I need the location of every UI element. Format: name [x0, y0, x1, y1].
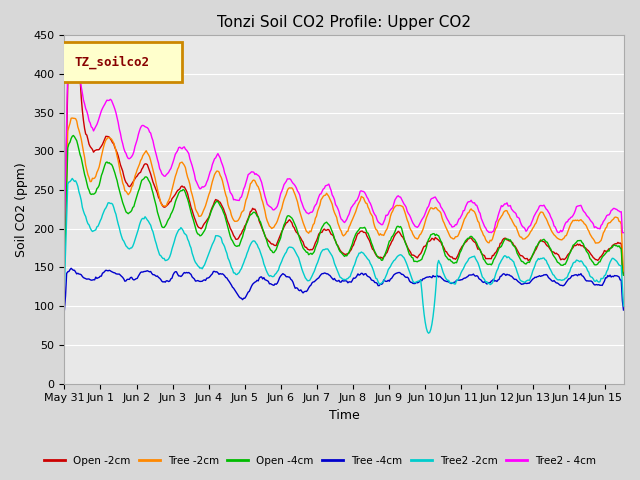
Tree2 - 4cm: [521, 226, 529, 232]
Open -4cm: [520, 260, 527, 265]
Tree2 - 4cm: [620, 230, 627, 236]
X-axis label: Time: Time: [328, 409, 359, 422]
Tree2 -2cm: [68, 176, 76, 181]
Tree -4cm: [364, 274, 372, 279]
Open -4cm: [70, 132, 77, 138]
Tree -4cm: [327, 274, 335, 280]
Open -4cm: [394, 224, 402, 229]
Tree2 - 4cm: [609, 207, 616, 213]
Tree2 -2cm: [61, 283, 68, 289]
Tree -2cm: [620, 268, 627, 274]
Open -2cm: [394, 228, 402, 234]
Tree -2cm: [364, 204, 372, 210]
Open -4cm: [364, 230, 372, 236]
Line: Open -2cm: Open -2cm: [65, 59, 623, 275]
Tree -2cm: [61, 259, 68, 264]
Tree2 -2cm: [327, 251, 335, 257]
Open -4cm: [61, 265, 68, 271]
Tree -4cm: [61, 307, 68, 313]
Legend: Open -2cm, Tree -2cm, Open -4cm, Tree -4cm, Tree2 -2cm, Tree2 - 4cm: Open -2cm, Tree -2cm, Open -4cm, Tree -4…: [40, 452, 600, 470]
Tree -4cm: [520, 281, 527, 287]
Open -2cm: [520, 255, 527, 261]
Open -2cm: [607, 245, 615, 251]
Open -4cm: [331, 236, 339, 241]
Tree2 -2cm: [364, 256, 372, 262]
Line: Tree2 - 4cm: Tree2 - 4cm: [65, 50, 623, 233]
Tree2 - 4cm: [327, 188, 335, 193]
Open -2cm: [61, 236, 68, 242]
Line: Open -4cm: Open -4cm: [65, 135, 623, 275]
Tree2 -2cm: [394, 253, 402, 259]
Tree -4cm: [394, 270, 402, 276]
Tree2 -2cm: [521, 279, 529, 285]
Title: Tonzi Soil CO2 Profile: Upper CO2: Tonzi Soil CO2 Profile: Upper CO2: [217, 15, 471, 30]
Tree2 - 4cm: [70, 47, 77, 53]
Line: Tree2 -2cm: Tree2 -2cm: [65, 179, 623, 333]
Tree2 -2cm: [620, 303, 627, 309]
Tree2 -2cm: [331, 261, 339, 266]
Tree -4cm: [67, 265, 75, 271]
Tree2 - 4cm: [331, 197, 339, 203]
Tree2 -2cm: [609, 255, 616, 261]
Open -2cm: [620, 272, 627, 278]
Text: TZ_soilco2: TZ_soilco2: [74, 56, 150, 69]
Tree -4cm: [331, 276, 339, 281]
Tree -4cm: [620, 307, 627, 313]
Tree2 -2cm: [425, 330, 433, 336]
Tree -2cm: [331, 210, 339, 216]
Open -4cm: [607, 245, 615, 251]
Open -4cm: [620, 272, 627, 278]
Tree -2cm: [68, 115, 76, 121]
Line: Tree -4cm: Tree -4cm: [65, 268, 623, 310]
Tree -2cm: [394, 203, 402, 208]
Open -2cm: [364, 235, 372, 241]
Tree -2cm: [520, 236, 527, 242]
Tree -4cm: [607, 274, 615, 280]
Open -2cm: [331, 236, 339, 242]
Tree2 - 4cm: [364, 196, 372, 202]
Open -2cm: [327, 231, 335, 237]
Y-axis label: Soil CO2 (ppm): Soil CO2 (ppm): [15, 162, 28, 257]
Tree -2cm: [607, 218, 615, 224]
Line: Tree -2cm: Tree -2cm: [65, 118, 623, 271]
FancyBboxPatch shape: [61, 42, 182, 83]
Tree2 - 4cm: [61, 225, 68, 231]
Open -2cm: [66, 56, 74, 61]
Tree2 - 4cm: [394, 193, 402, 199]
Open -4cm: [327, 226, 335, 232]
Tree2 - 4cm: [488, 230, 495, 236]
Tree -2cm: [327, 199, 335, 204]
